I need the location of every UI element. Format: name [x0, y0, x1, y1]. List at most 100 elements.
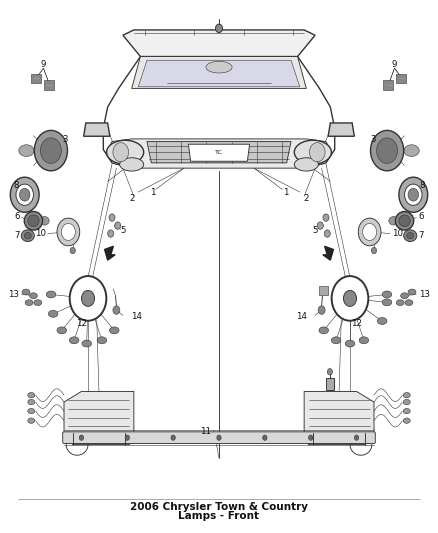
Circle shape: [113, 306, 120, 314]
Text: 12: 12: [76, 319, 87, 328]
Circle shape: [343, 290, 357, 306]
Text: 8: 8: [13, 181, 19, 190]
Ellipse shape: [28, 408, 35, 414]
Circle shape: [371, 131, 404, 171]
Polygon shape: [132, 56, 306, 88]
Circle shape: [125, 435, 130, 440]
Circle shape: [327, 368, 332, 375]
Text: 13: 13: [419, 289, 430, 298]
Circle shape: [34, 131, 67, 171]
Text: 7: 7: [14, 231, 20, 240]
Ellipse shape: [106, 140, 144, 164]
Circle shape: [11, 177, 39, 212]
Circle shape: [405, 184, 422, 205]
Circle shape: [318, 306, 325, 314]
Circle shape: [217, 435, 221, 440]
Ellipse shape: [377, 318, 387, 325]
Text: 10: 10: [392, 229, 403, 238]
Circle shape: [108, 230, 114, 237]
Circle shape: [40, 138, 61, 164]
Text: 13: 13: [8, 289, 19, 298]
Ellipse shape: [28, 392, 35, 398]
Ellipse shape: [396, 300, 404, 305]
Circle shape: [81, 290, 95, 306]
Circle shape: [215, 24, 223, 33]
Circle shape: [308, 435, 313, 440]
Text: 14: 14: [131, 312, 142, 321]
Ellipse shape: [345, 340, 355, 347]
Text: 8: 8: [419, 181, 425, 190]
Text: 1: 1: [150, 188, 155, 197]
Polygon shape: [188, 144, 250, 161]
FancyBboxPatch shape: [396, 74, 406, 83]
Text: 5: 5: [312, 227, 318, 236]
Ellipse shape: [294, 140, 332, 164]
Text: Lamps - Front: Lamps - Front: [179, 511, 259, 521]
FancyBboxPatch shape: [383, 80, 393, 90]
Ellipse shape: [22, 289, 30, 295]
Text: 2006 Chrysler Town & Country: 2006 Chrysler Town & Country: [130, 502, 308, 512]
Polygon shape: [108, 139, 330, 168]
Ellipse shape: [25, 300, 33, 305]
Text: TC: TC: [215, 150, 223, 155]
Ellipse shape: [382, 299, 392, 306]
Ellipse shape: [359, 337, 369, 344]
Ellipse shape: [34, 300, 42, 305]
Text: 5: 5: [120, 227, 126, 236]
FancyBboxPatch shape: [44, 80, 54, 90]
Circle shape: [19, 188, 30, 201]
Ellipse shape: [28, 399, 35, 405]
Ellipse shape: [403, 408, 410, 414]
Circle shape: [354, 435, 359, 440]
Circle shape: [70, 247, 75, 254]
Circle shape: [332, 276, 368, 321]
Circle shape: [16, 184, 33, 205]
Circle shape: [263, 435, 267, 440]
Polygon shape: [328, 123, 354, 136]
Text: 11: 11: [200, 427, 211, 436]
Ellipse shape: [403, 418, 410, 423]
Ellipse shape: [407, 232, 414, 239]
Ellipse shape: [396, 212, 414, 230]
Ellipse shape: [403, 399, 410, 405]
FancyBboxPatch shape: [31, 74, 41, 83]
Circle shape: [79, 435, 84, 440]
Ellipse shape: [82, 340, 92, 347]
Ellipse shape: [206, 61, 232, 73]
Ellipse shape: [331, 337, 341, 344]
Ellipse shape: [24, 232, 31, 239]
Text: 6: 6: [14, 212, 20, 221]
Circle shape: [57, 218, 80, 246]
Circle shape: [399, 177, 427, 212]
Circle shape: [115, 222, 121, 229]
Circle shape: [358, 218, 381, 246]
Ellipse shape: [110, 327, 119, 334]
Ellipse shape: [28, 215, 39, 227]
Circle shape: [309, 143, 325, 162]
Ellipse shape: [46, 291, 56, 298]
Text: 2: 2: [304, 194, 309, 203]
Text: 3: 3: [63, 135, 68, 144]
Ellipse shape: [404, 145, 419, 157]
Ellipse shape: [408, 289, 416, 295]
Text: 9: 9: [41, 60, 46, 69]
Circle shape: [109, 214, 115, 221]
Ellipse shape: [24, 212, 42, 230]
Circle shape: [317, 222, 323, 229]
Text: 10: 10: [35, 229, 46, 238]
Polygon shape: [105, 246, 115, 260]
Text: 2: 2: [129, 194, 134, 203]
Ellipse shape: [319, 327, 328, 334]
Ellipse shape: [382, 291, 392, 298]
Circle shape: [113, 143, 129, 162]
Polygon shape: [64, 391, 134, 445]
FancyBboxPatch shape: [63, 432, 375, 443]
Ellipse shape: [294, 158, 318, 171]
Ellipse shape: [19, 145, 34, 157]
Ellipse shape: [69, 337, 79, 344]
Polygon shape: [138, 60, 300, 87]
Text: 14: 14: [296, 312, 307, 321]
Ellipse shape: [404, 230, 417, 241]
Ellipse shape: [21, 230, 34, 241]
Circle shape: [371, 247, 377, 254]
